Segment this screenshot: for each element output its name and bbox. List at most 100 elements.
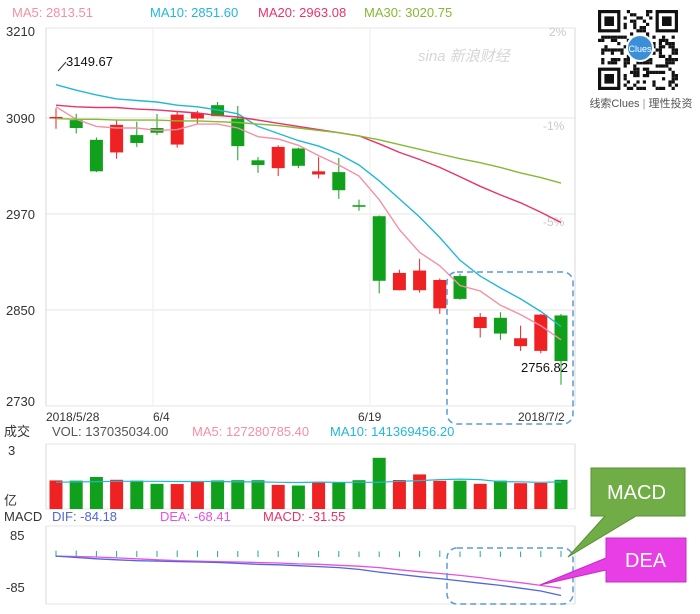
qr-module [630, 19, 634, 23]
qr-module [658, 51, 662, 55]
qr-module [662, 35, 666, 39]
qr-module [662, 38, 666, 42]
qr-module [668, 67, 672, 71]
qr-module [633, 83, 637, 87]
qr-module [636, 67, 640, 71]
qr-module [652, 45, 656, 49]
watermark-text: sina 新浪财经 [418, 48, 512, 65]
volume-bar [493, 480, 507, 509]
dea-callout-shape [539, 537, 687, 586]
qr-module [671, 86, 675, 90]
qr-module [639, 86, 643, 90]
candle-body [433, 280, 447, 309]
macd-callout: MACD [567, 467, 686, 558]
candle-body [392, 272, 406, 291]
qr-module [636, 29, 640, 33]
volume-bar [211, 480, 225, 509]
qr-module [604, 35, 608, 39]
dea-line [55, 555, 562, 589]
qr-module [674, 74, 678, 78]
price-highlight-box [446, 271, 574, 425]
qr-module [601, 58, 605, 62]
qr-module [652, 35, 656, 39]
candle-body [312, 171, 326, 175]
qr-module [658, 86, 662, 90]
volume-bar [514, 483, 528, 509]
qr-module [671, 61, 675, 65]
qr-module [623, 83, 627, 87]
qr-module [646, 13, 650, 17]
qr-module [623, 26, 627, 30]
qr-module [662, 70, 666, 74]
volume-bar [372, 457, 386, 509]
qr-module [642, 29, 646, 33]
volume-ma10: MA10: 141369456.20 [330, 424, 454, 439]
qr-module [610, 35, 614, 39]
qr-module [671, 77, 675, 81]
qr-module [636, 86, 640, 90]
qr-module [614, 38, 618, 42]
qr-module [649, 61, 653, 65]
qr-module [652, 51, 656, 55]
qr-logo-badge [626, 34, 654, 62]
legend-ma30: MA30: 3020.75 [364, 5, 452, 20]
qr-module [646, 74, 650, 78]
qr-module [601, 38, 605, 42]
qr-module [623, 58, 627, 62]
ma-line-ma10 [55, 84, 562, 328]
candle-body [534, 314, 548, 351]
qr-module [671, 80, 675, 84]
qr-module [626, 58, 630, 62]
qr-module [674, 51, 678, 55]
qr-module [671, 35, 675, 39]
x-label-3: 6/19 [358, 410, 382, 424]
candle-body [190, 113, 204, 119]
qr-module [662, 77, 666, 81]
qr-module [665, 38, 669, 42]
macd-callout-shape [567, 467, 686, 558]
candle-body [89, 139, 103, 172]
qr-module [633, 64, 637, 68]
pct-tick-3: -5% [543, 215, 565, 229]
volume-bar [150, 483, 164, 509]
qr-module [649, 58, 653, 62]
qr-module [649, 16, 653, 20]
volume-bar [291, 485, 305, 509]
qr-module [598, 38, 602, 42]
qr-module [655, 70, 659, 74]
qr-module [668, 83, 672, 87]
candle-body [291, 148, 305, 166]
qr-module [623, 61, 627, 65]
qr-module [652, 80, 656, 84]
qr-module [617, 42, 621, 46]
high-annotation: 3149.67 [66, 54, 113, 69]
qr-module [642, 61, 646, 65]
legend-ma10: MA10: 2851.60 [150, 5, 238, 20]
volume-bar [392, 479, 406, 509]
qr-module [607, 35, 611, 39]
qr-module [601, 48, 605, 52]
qr-module [642, 67, 646, 71]
qr-module [646, 32, 650, 36]
qr-module [610, 51, 614, 55]
volume-bar [251, 480, 265, 509]
candle-body [372, 216, 386, 281]
dif-line [55, 555, 562, 597]
qr-module [662, 45, 666, 49]
qr-module [658, 70, 662, 74]
ma-line-ma20 [55, 104, 562, 224]
qr-module [655, 64, 659, 68]
qr-module [623, 74, 627, 78]
qr-module [639, 16, 643, 20]
qr-module [652, 42, 656, 46]
volume-bar [69, 480, 83, 509]
price-tick-2850: 2850 [6, 303, 35, 318]
macd-title: MACD [4, 509, 42, 524]
volume-bar [49, 480, 63, 509]
qr-module [623, 64, 627, 68]
volume-bar [89, 477, 103, 509]
macd-dea-label: DEA: -68.41 [160, 509, 231, 524]
qr-module [633, 74, 637, 78]
qr-module [665, 58, 669, 62]
